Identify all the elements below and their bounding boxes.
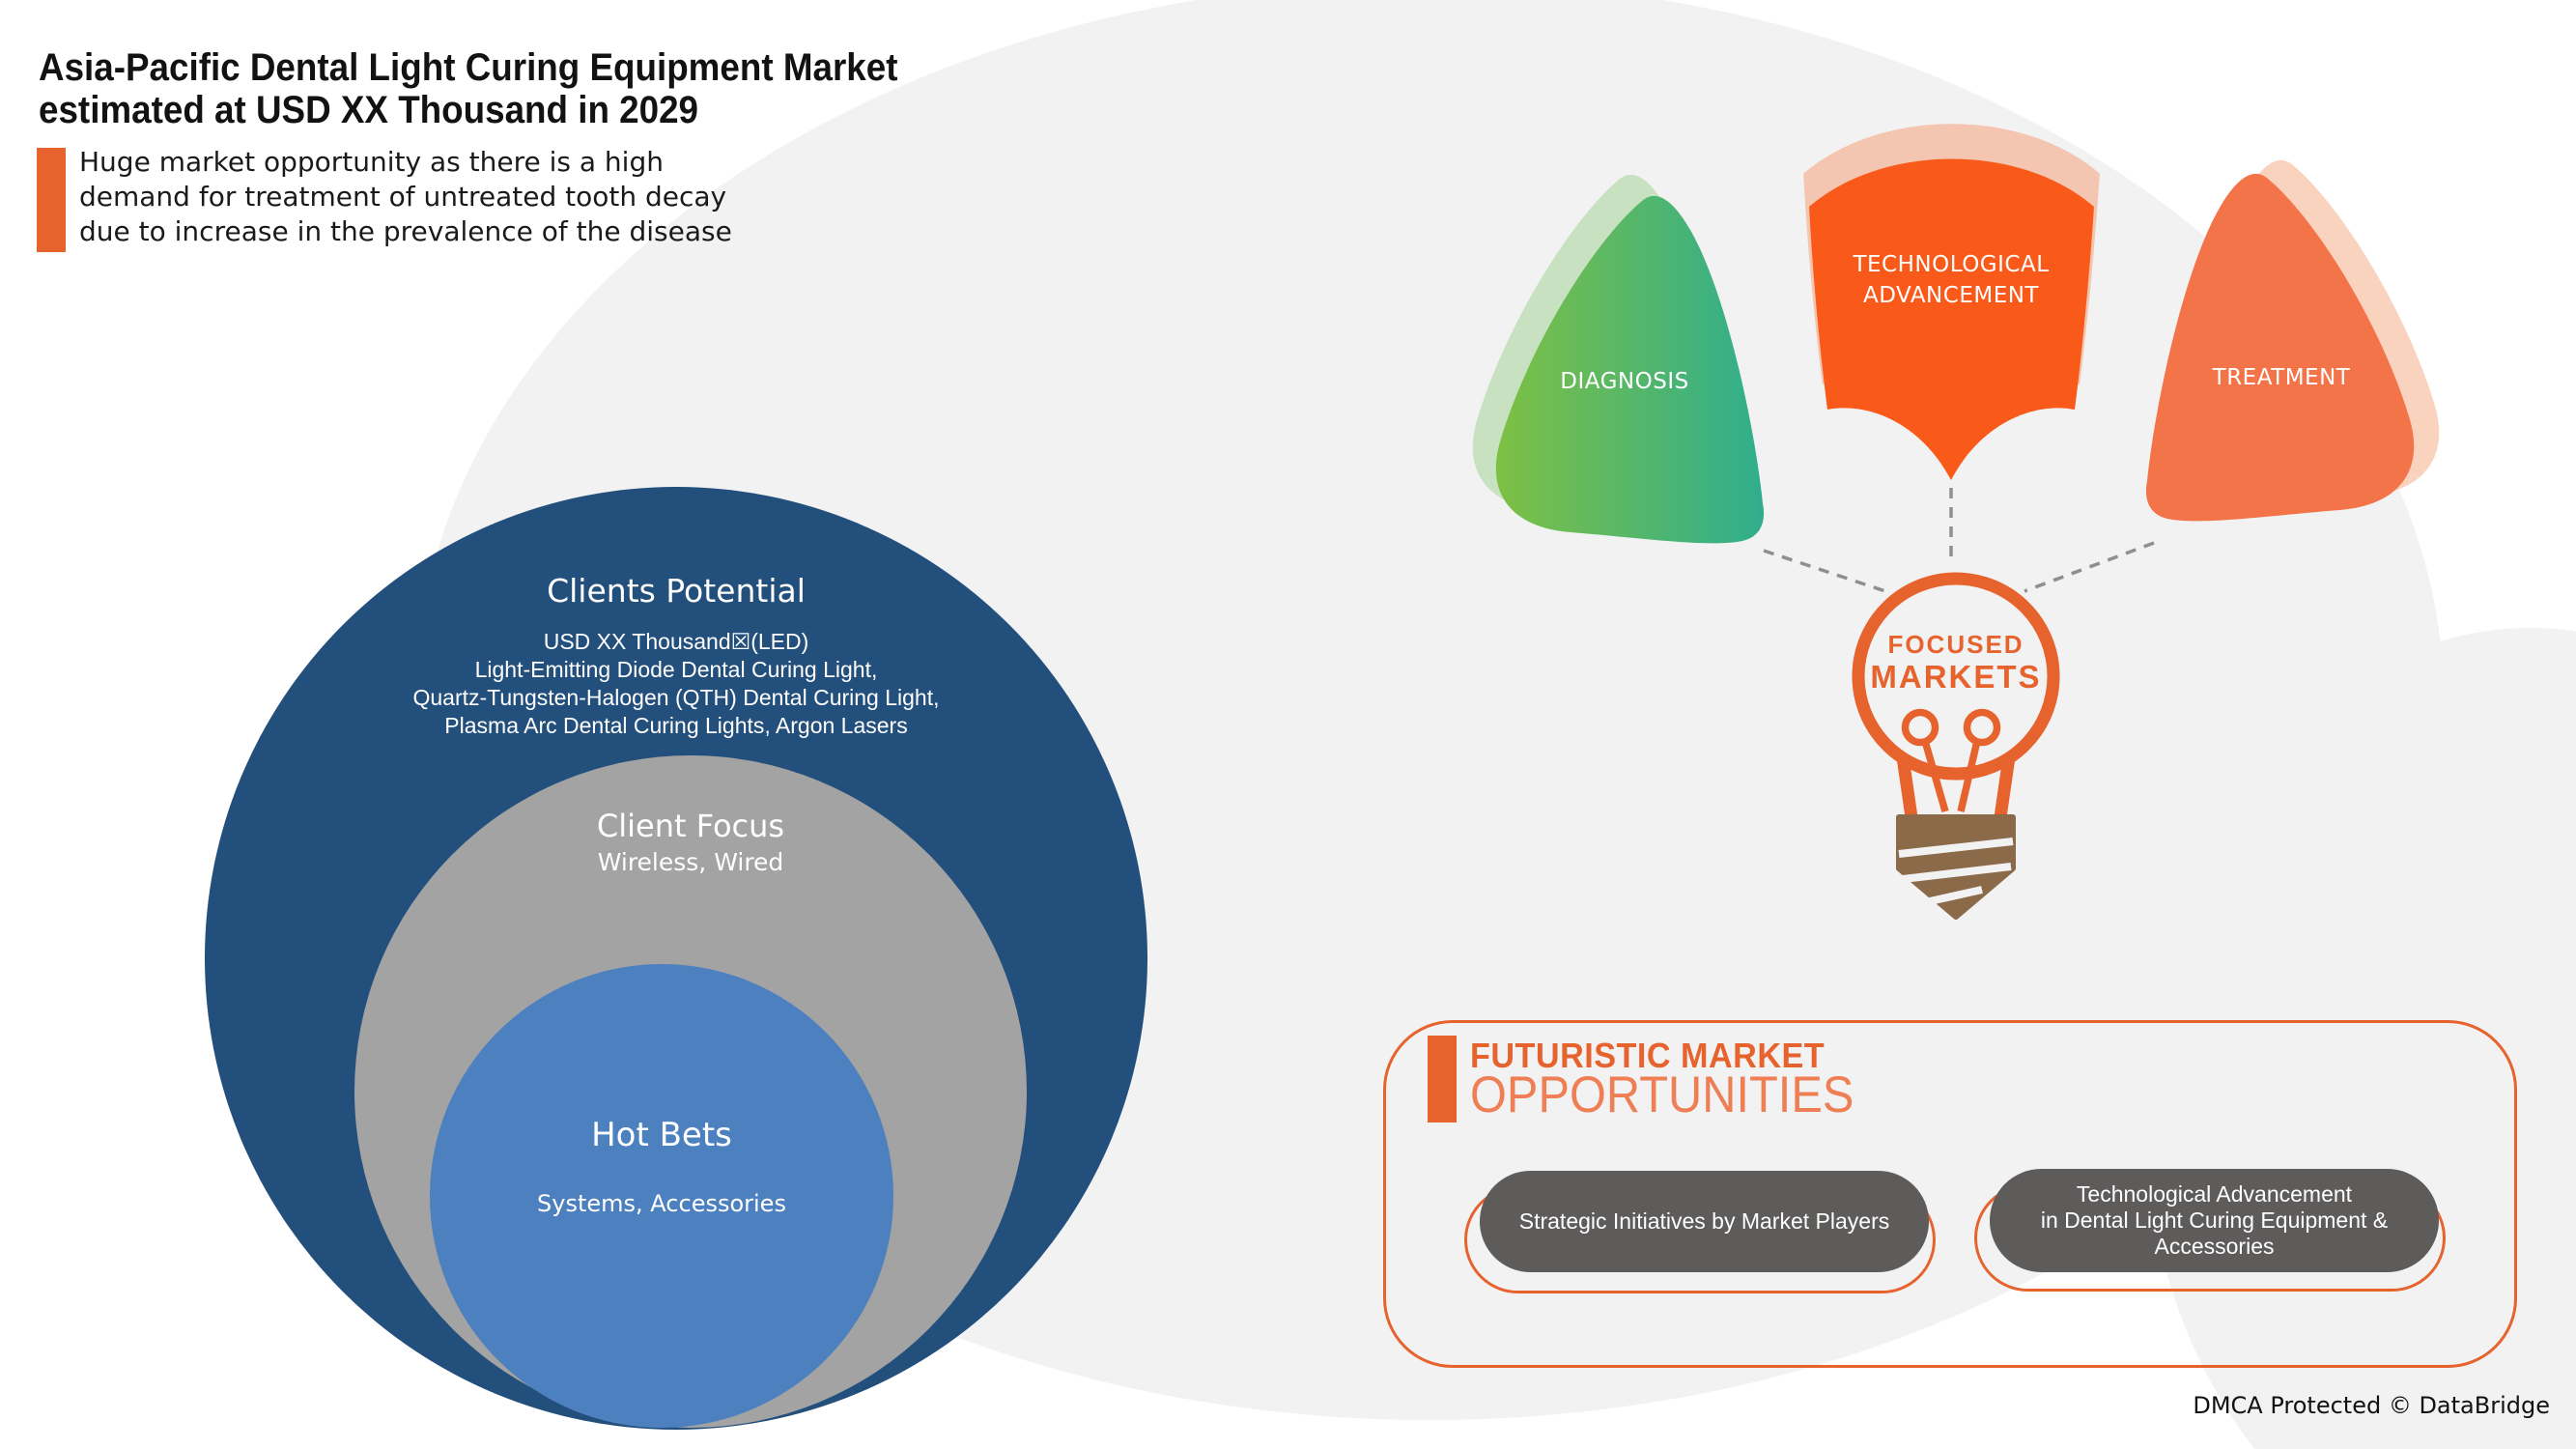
opportunity-pill: Technological Advancement in Dental Ligh…: [1990, 1169, 2439, 1272]
opportunities-heading-bottom: OPPORTUNITIES: [1470, 1066, 1854, 1123]
page-title: Asia-Pacific Dental Light Curing Equipme…: [39, 46, 898, 131]
client-focus-details: Wireless, Wired: [597, 848, 784, 876]
clients-potential-details: USD XX Thousand☒(LED) Light-Emitting Dio…: [412, 629, 940, 738]
light-bulb-icon: [1852, 572, 2060, 920]
opportunities-accent-bar: [1428, 1036, 1457, 1122]
diagnosis-petal: [1495, 195, 1765, 544]
bulb-neck-right: [1994, 756, 2016, 818]
hot-bets-circle: [430, 964, 893, 1428]
focused-markets-label-top: FOCUSED: [1887, 630, 2024, 659]
treatment-petal: [2145, 173, 2415, 522]
hot-bets-title: Hot Bets: [591, 1116, 732, 1154]
focused-markets-diagram: [1472, 124, 2440, 920]
treatment-connector-line: [2024, 541, 2155, 593]
bulb-neck-left: [1896, 756, 1918, 818]
hot-bets-details: Systems, Accessories: [537, 1190, 786, 1217]
bulb-base-threads: [1898, 838, 2014, 905]
focused-markets-label-bottom: MARKETS: [1870, 659, 2042, 695]
technological-advancement-label: TECHNOLOGICAL ADVANCEMENT: [1853, 252, 2050, 308]
opportunity-pill: Strategic Initiatives by Market Players: [1480, 1171, 1929, 1272]
clients-potential-title: Clients Potential: [547, 572, 806, 610]
client-focus-title: Client Focus: [596, 808, 785, 844]
treatment-label: TREATMENT: [2212, 365, 2351, 390]
bulb-glass: [1852, 572, 2060, 781]
diagnosis-connector-line: [1763, 549, 1886, 593]
technological-advancement-petal: [1809, 158, 2094, 480]
dmca-copyright: DMCA Protected © DataBridge: [2193, 1392, 2550, 1419]
highlight-text: Huge market opportunity as there is a hi…: [79, 146, 732, 247]
highlight-accent-bar: [37, 148, 66, 252]
opportunities-heading-top: FUTURISTIC MARKET: [1470, 1036, 1826, 1075]
bulb-filament: [1901, 708, 2001, 813]
opportunities-panel: [1383, 1020, 2517, 1368]
diagnosis-label: DIAGNOSIS: [1560, 369, 1689, 394]
